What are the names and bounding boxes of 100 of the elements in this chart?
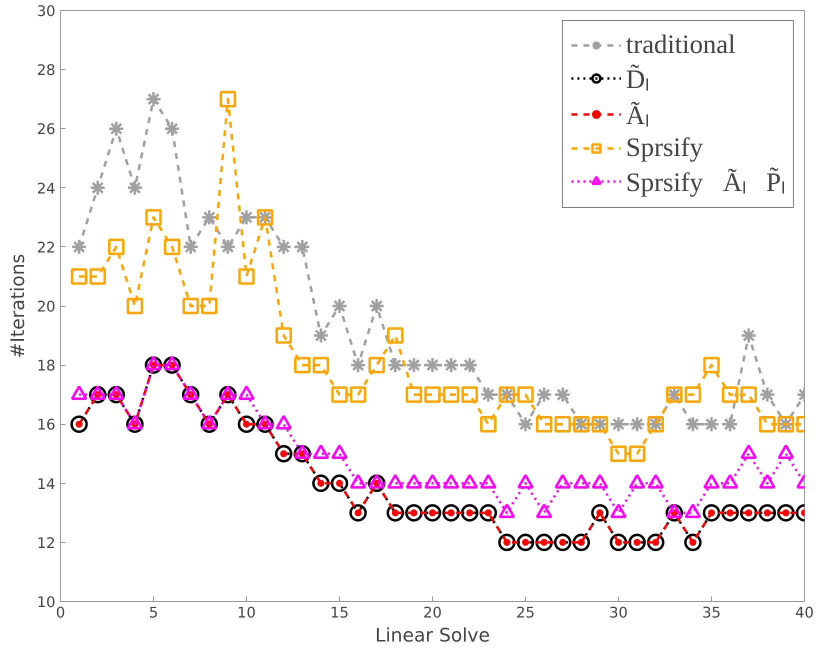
y-axis-title: #Iterations: [8, 254, 29, 358]
point: [70, 268, 88, 285]
point: [480, 386, 497, 403]
x-tick-label: 20: [423, 604, 442, 622]
point: [684, 386, 702, 403]
point: [684, 534, 702, 552]
y-tick-label: 30: [36, 3, 56, 20]
point: [70, 415, 88, 433]
point: [740, 327, 757, 344]
point: [387, 356, 404, 374]
point: [312, 356, 330, 374]
point: [89, 268, 106, 285]
point: [554, 534, 572, 552]
point: [386, 504, 404, 522]
point: [294, 356, 311, 374]
point: [108, 238, 125, 256]
point: [164, 238, 180, 256]
point: [516, 534, 534, 552]
point: [536, 386, 552, 403]
point: [628, 534, 646, 552]
legend-label: traditional: [626, 29, 736, 60]
point: [275, 238, 292, 256]
y-tick-label: 14: [36, 476, 56, 493]
point: [387, 327, 404, 344]
point: [405, 504, 423, 522]
point: [350, 386, 366, 403]
point: [554, 386, 571, 403]
point: [145, 209, 162, 226]
x-tick-label: 25: [516, 604, 535, 622]
point: [126, 180, 144, 196]
point: [70, 238, 88, 256]
point: [368, 298, 385, 314]
point: [517, 416, 534, 432]
y-tick-label: 24: [36, 180, 56, 198]
legend-label: Sprsify Ãₗ P̃ₗ: [626, 166, 785, 199]
point: [628, 446, 646, 462]
point: [424, 386, 441, 403]
point: [368, 356, 385, 374]
x-tick-label: 15: [330, 604, 349, 622]
point: [591, 504, 609, 522]
point: [722, 386, 738, 403]
point: [480, 416, 497, 432]
point: [442, 356, 460, 374]
x-axis-title: Linear Solve: [375, 626, 490, 646]
point: [777, 504, 795, 522]
point: [331, 386, 348, 403]
legend-label: D̃ₗ: [626, 63, 650, 96]
point: [238, 268, 255, 285]
point: [461, 356, 478, 374]
point: [702, 504, 720, 522]
point: [442, 504, 460, 522]
y-tick-label: 26: [36, 121, 56, 138]
point: [220, 238, 236, 256]
point: [274, 445, 292, 462]
point: [164, 120, 180, 137]
y-tick-label: 12: [36, 534, 56, 552]
point: [536, 416, 552, 432]
point: [703, 356, 720, 374]
point: [460, 504, 478, 522]
point: [759, 416, 776, 432]
point: [610, 534, 628, 552]
point: [759, 386, 776, 403]
point: [461, 386, 478, 403]
point: [498, 534, 516, 552]
point: [312, 327, 330, 344]
y-tick-label: 10: [36, 594, 56, 611]
y-tick-label: 18: [36, 358, 56, 375]
x-tick-label: 0: [56, 604, 66, 622]
x-tick-label: 40: [795, 604, 814, 622]
point: [126, 298, 144, 314]
y-tick-label: 28: [36, 62, 56, 80]
legend-label: Ãₗ: [626, 99, 650, 132]
x-tick-label: 35: [702, 604, 721, 622]
point: [182, 238, 199, 256]
x-tick-label: 30: [609, 604, 628, 622]
point: [424, 356, 441, 374]
point: [703, 416, 720, 432]
point: [294, 238, 311, 256]
point: [145, 90, 162, 108]
point: [406, 356, 422, 374]
point: [758, 504, 776, 522]
point: [182, 298, 199, 314]
point: [554, 416, 571, 432]
point: [610, 446, 627, 462]
point: [350, 356, 366, 374]
point: [108, 120, 125, 137]
point: [721, 504, 739, 522]
point: [275, 327, 292, 344]
x-tick-label: 5: [148, 604, 158, 622]
legend-label: Sprsify: [626, 132, 703, 163]
point: [201, 298, 218, 314]
y-tick-label: 20: [36, 298, 56, 316]
point: [406, 386, 422, 403]
point: [349, 504, 367, 522]
point: [89, 180, 106, 196]
point: [442, 386, 460, 403]
point: [424, 504, 442, 522]
x-tick-label: 10: [237, 604, 256, 622]
y-tick-label: 16: [36, 416, 56, 434]
y-tick-label: 22: [36, 239, 56, 256]
